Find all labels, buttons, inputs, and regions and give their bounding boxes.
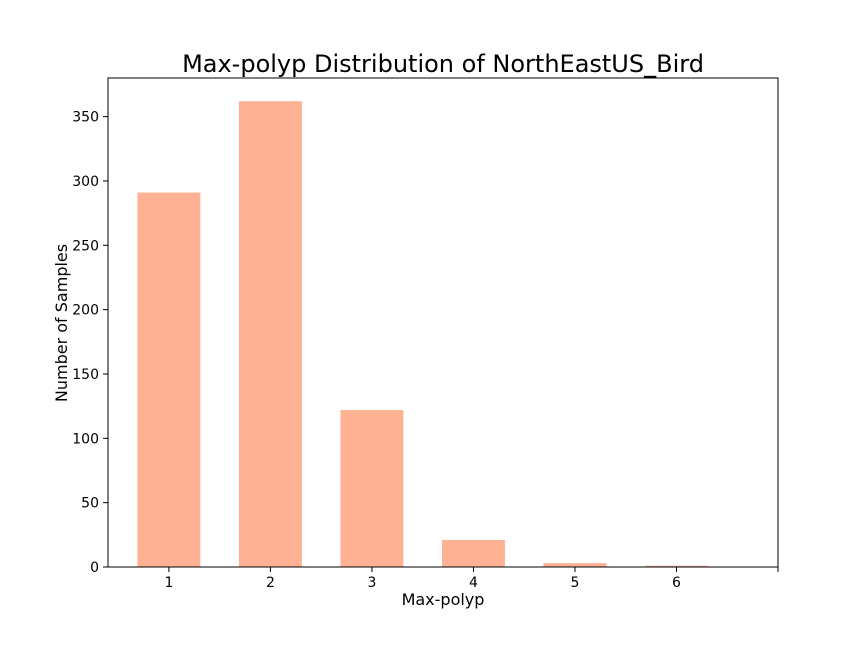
x-axis-label: Max-polyp bbox=[402, 590, 485, 609]
x-tick-label-5: 5 bbox=[571, 575, 580, 591]
y-tick-label-350: 350 bbox=[72, 110, 99, 126]
chart-title: Max-polyp Distribution of NorthEastUS_Bi… bbox=[182, 50, 704, 78]
y-tick-label-200: 200 bbox=[72, 303, 99, 319]
x-tick-label-2: 2 bbox=[266, 575, 275, 591]
bar-1 bbox=[137, 192, 201, 567]
bar-2 bbox=[238, 101, 302, 567]
x-tick-label-3: 3 bbox=[367, 575, 376, 591]
axes-group: 1 2 3 4 5 6 0 50 100 150 200 250 300 350 bbox=[72, 77, 779, 591]
y-tick-label-50: 50 bbox=[81, 496, 99, 512]
y-tick-label-100: 100 bbox=[72, 431, 99, 447]
bar-5 bbox=[543, 563, 607, 567]
bar-4 bbox=[441, 539, 505, 567]
plot-frame bbox=[107, 77, 779, 568]
x-tick-label-1: 1 bbox=[164, 575, 173, 591]
bars-group bbox=[137, 101, 708, 567]
x-tick-label-6: 6 bbox=[672, 575, 681, 591]
y-tick-label-150: 150 bbox=[72, 367, 99, 383]
y-tick-label-0: 0 bbox=[90, 560, 99, 576]
y-axis-label: Number of Samples bbox=[52, 244, 71, 402]
y-tick-label-300: 300 bbox=[72, 174, 99, 190]
bar-3 bbox=[340, 410, 404, 567]
y-tick-label-250: 250 bbox=[72, 238, 99, 254]
bar-6 bbox=[645, 565, 708, 567]
x-tick-label-4: 4 bbox=[469, 575, 478, 591]
